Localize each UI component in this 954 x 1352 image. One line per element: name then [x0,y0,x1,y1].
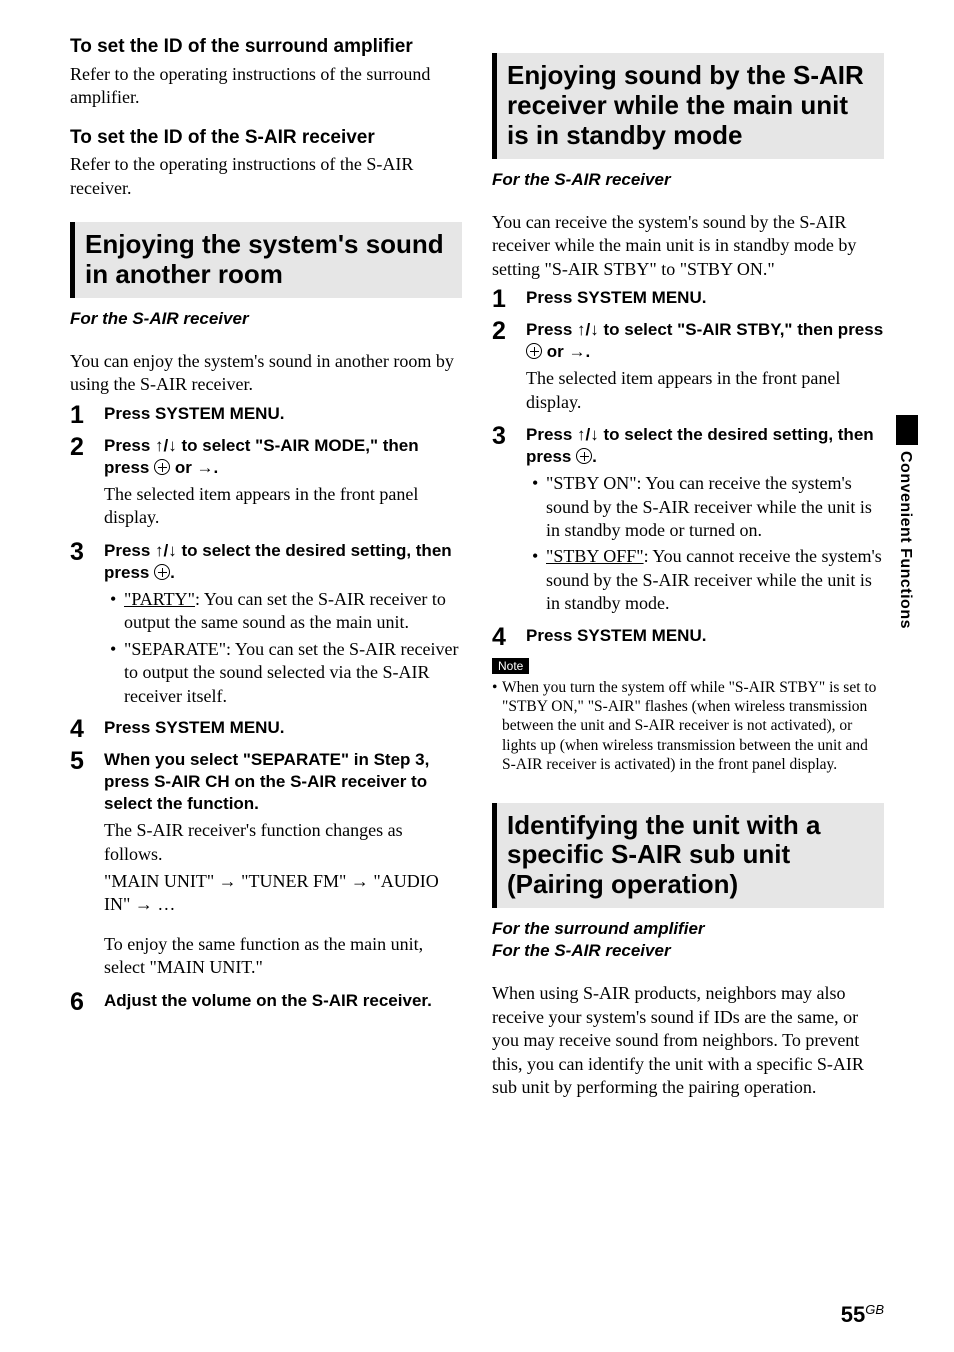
step-head-part: Press ↑/↓ to select "S-AIR MODE," then p… [104,436,419,477]
bullet-item: • "STBY OFF": You cannot receive the sys… [532,545,884,615]
bullet-dot: • [532,472,546,542]
enter-icon [526,343,542,359]
right-step-1: 1 Press SYSTEM MENU. [492,287,884,313]
left-step-2: 2 Press ↑/↓ to select "S-AIR MODE," then… [70,435,462,534]
body-set-id-sair: Refer to the operating instructions of t… [70,153,462,200]
step-head-part: or →. [542,342,590,361]
step-number: 2 [492,319,526,418]
step-text: To enjoy the same function as the main u… [104,933,462,980]
right-step-4: 4 Press SYSTEM MENU. [492,625,884,651]
bullet-dot: • [492,678,502,775]
step-head: Press SYSTEM MENU. [104,403,462,425]
bullet-dot: • [110,638,124,708]
bullet-text: "STBY ON": You can receive the system's … [546,472,884,542]
left-column: To set the ID of the surround amplifier … [70,35,462,1105]
right-column: Enjoying sound by the S-AIR receiver whi… [492,35,884,1105]
content-columns: To set the ID of the surround amplifier … [70,35,884,1105]
intro-pairing: When using S-AIR products, neighbors may… [492,982,884,1099]
step-text: "MAIN UNIT" → "TUNER FM" → "AUDIO IN" → … [104,870,462,917]
step-number: 4 [492,625,526,651]
subtitle-surround-amp: For the surround amplifier [492,918,884,940]
step-head: Press SYSTEM MENU. [104,717,462,739]
step-head-part: . [170,563,175,582]
left-step-3: 3 Press ↑/↓ to select the desired settin… [70,540,462,711]
left-step-5: 5 When you select "SEPARATE" in Step 3, … [70,749,462,984]
note-label: Note [492,658,529,674]
bullet-underline: "PARTY" [124,589,195,609]
step-number: 3 [492,424,526,619]
section-title-another-room: Enjoying the system's sound in another r… [70,222,462,298]
subtitle-sair-receiver-3: For the S-AIR receiver [492,940,884,962]
step-head: Press ↑/↓ to select "S-AIR MODE," then p… [104,435,462,479]
side-tab-marker [896,415,918,445]
step-head: Press SYSTEM MENU. [526,625,884,647]
page-number: 55 [841,1302,865,1327]
left-step-6: 6 Adjust the volume on the S-AIR receive… [70,990,462,1016]
left-step-4: 4 Press SYSTEM MENU. [70,717,462,743]
bullet-dot: • [110,588,124,635]
heading-set-id-sair: To set the ID of the S-AIR receiver [70,126,462,150]
step-text: The S-AIR receiver's function changes as… [104,819,462,866]
step-text: The selected item appears in the front p… [526,367,884,414]
bullet-item: • "STBY ON": You can receive the system'… [532,472,884,542]
side-tab: Convenient Functions [896,415,918,629]
bullet-item: • "SEPARATE": You can set the S-AIR rece… [110,638,462,708]
enter-icon [154,459,170,475]
step-head: Press ↑/↓ to select the desired setting,… [104,540,462,584]
page-footer: 55GB [841,1302,884,1328]
step-head-part: Press ↑/↓ to select "S-AIR STBY," then p… [526,320,883,339]
step-head: Adjust the volume on the S-AIR receiver. [104,990,462,1012]
step-number: 1 [492,287,526,313]
bullet-item: • "PARTY": You can set the S-AIR receive… [110,588,462,635]
step-head-part: or →. [170,458,218,477]
bullet-dot: • [532,545,546,615]
note-body: When you turn the system off while "S-AI… [502,678,884,775]
section-title-standby: Enjoying sound by the S-AIR receiver whi… [492,53,884,159]
step-head: When you select "SEPARATE" in Step 3, pr… [104,749,462,815]
bullet-text: "SEPARATE": You can set the S-AIR receiv… [124,638,462,708]
intro-another-room: You can enjoy the system's sound in anot… [70,350,462,397]
body-set-id-surround: Refer to the operating instructions of t… [70,63,462,110]
step-head-part: . [592,447,597,466]
page-suffix: GB [865,1302,884,1317]
right-step-3: 3 Press ↑/↓ to select the desired settin… [492,424,884,619]
subtitle-sair-receiver-1: For the S-AIR receiver [70,308,462,330]
section-title-pairing: Identifying the unit with a specific S-A… [492,803,884,909]
step-text: The selected item appears in the front p… [104,483,462,530]
left-step-1: 1 Press SYSTEM MENU. [70,403,462,429]
note-block: Note • When you turn the system off whil… [492,657,884,775]
step-number: 4 [70,717,104,743]
step-head: Press ↑/↓ to select "S-AIR STBY," then p… [526,319,884,363]
subtitle-sair-receiver-2: For the S-AIR receiver [492,169,884,191]
step-number: 3 [70,540,104,711]
step-number: 6 [70,990,104,1016]
step-number: 1 [70,403,104,429]
step-number: 2 [70,435,104,534]
note-text: • When you turn the system off while "S-… [492,678,884,775]
step-number: 5 [70,749,104,984]
side-tab-label: Convenient Functions [896,451,914,629]
enter-icon [576,448,592,464]
bullet-underline: "STBY OFF" [546,546,644,566]
enter-icon [154,564,170,580]
heading-set-id-surround: To set the ID of the surround amplifier [70,35,462,59]
step-head: Press ↑/↓ to select the desired setting,… [526,424,884,468]
right-step-2: 2 Press ↑/↓ to select "S-AIR STBY," then… [492,319,884,418]
step-head: Press SYSTEM MENU. [526,287,884,309]
intro-standby: You can receive the system's sound by th… [492,211,884,281]
